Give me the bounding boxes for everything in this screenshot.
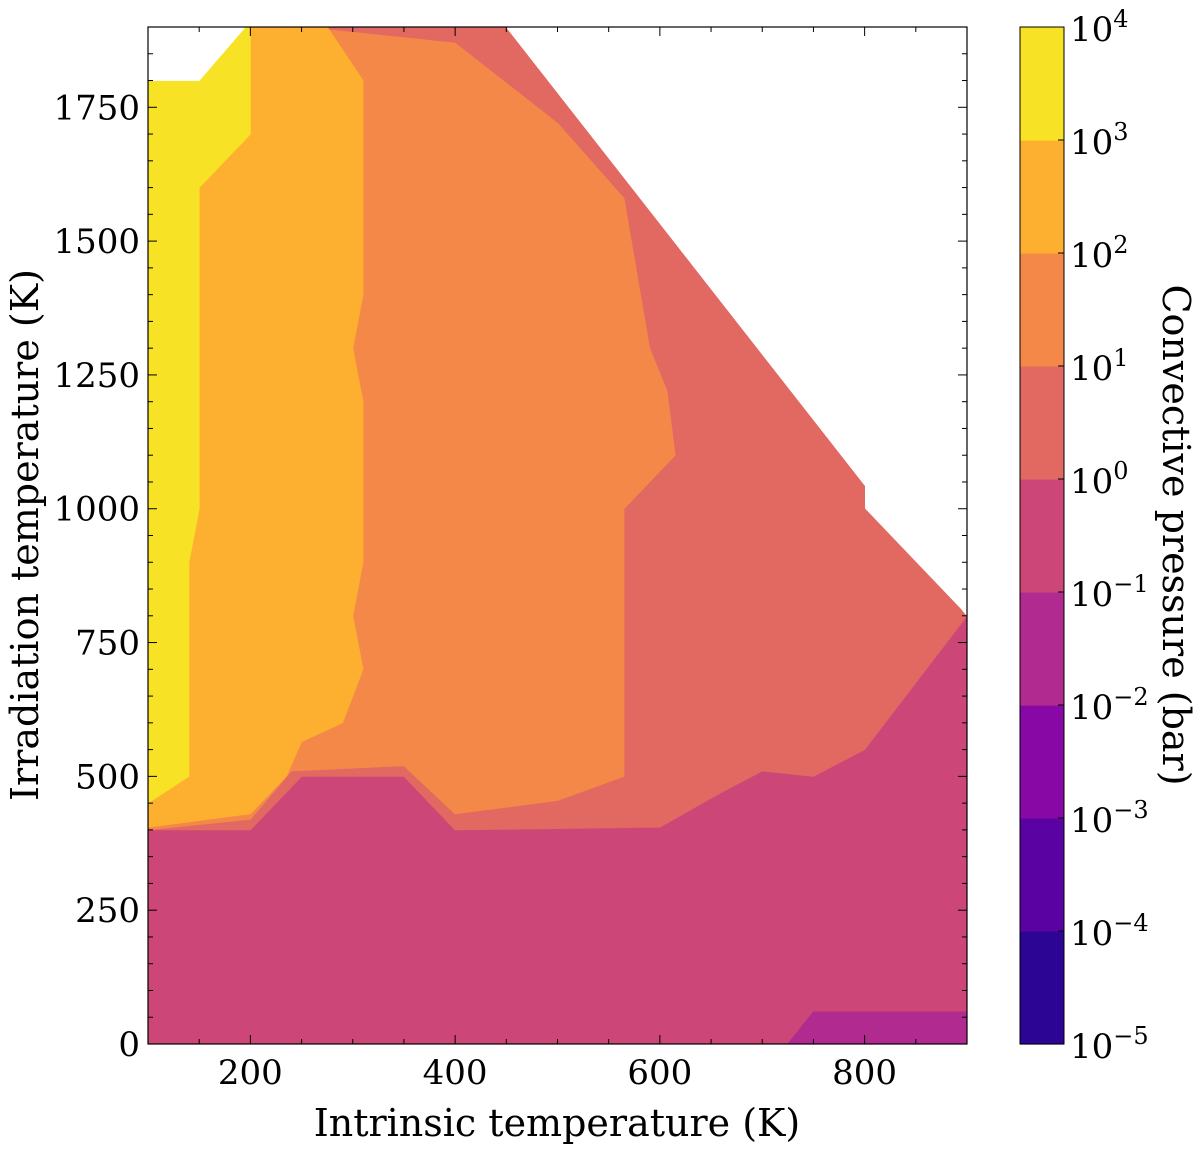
y-tick-label: 500 <box>75 757 140 797</box>
y-tick-label: 0 <box>118 1025 140 1065</box>
x-axis: 200 400 600 800 <box>147 27 968 1093</box>
x-tick-label: 600 <box>627 1053 692 1093</box>
colorbar-tick-label: 10−3 <box>1070 796 1149 841</box>
y-tick-label: 1750 <box>53 88 140 128</box>
y-tick-label: 750 <box>75 624 140 664</box>
x-tick-label: 400 <box>423 1053 488 1093</box>
colorbar-tick-label: 10−5 <box>1070 1022 1149 1067</box>
colorbar-band <box>1020 366 1064 480</box>
y-tick-label: 1500 <box>53 222 140 262</box>
colorbar-label: Convective pressure (bar) <box>1154 284 1198 785</box>
colorbar-band <box>1020 27 1064 141</box>
y-tick-label: 1000 <box>53 490 140 530</box>
colorbar-frame <box>1019 26 1065 1045</box>
contour-region-5 <box>787 1011 967 1044</box>
colorbar-tick-label: 10−1 <box>1070 570 1149 615</box>
colorbar-band <box>1020 140 1064 254</box>
undefined-region-top-right <box>505 27 967 617</box>
colorbar-band <box>1020 592 1064 706</box>
contour-regions <box>148 27 967 1044</box>
colorbar-tick-label: 10−2 <box>1070 683 1149 728</box>
colorbar-tick-label: 10−4 <box>1070 909 1149 954</box>
colorbar: 10−5 10−4 10−3 10−2 10−1 100 101 102 103 104 <box>1019 5 1149 1067</box>
undefined-masks <box>148 27 967 617</box>
y-axis: 0 250 500 750 1000 1250 1500 1750 <box>53 26 967 1065</box>
colorbar-tick-label: 101 <box>1070 344 1129 389</box>
colorbar-tick-label: 102 <box>1070 231 1129 276</box>
colorbar-band <box>1020 705 1064 819</box>
colorbar-band <box>1020 253 1064 367</box>
colorbar-tick-label: 100 <box>1070 457 1129 502</box>
y-tick-label: 250 <box>75 891 140 931</box>
x-tick-label: 200 <box>218 1053 283 1093</box>
colorbar-band <box>1020 479 1064 593</box>
y-tick-label: 1250 <box>53 356 140 396</box>
colorbar-tick-label: 104 <box>1070 5 1129 50</box>
colorbar-band <box>1020 931 1064 1045</box>
contour-region-4 <box>148 27 251 804</box>
x-tick-label: 800 <box>832 1053 897 1093</box>
undefined-region-top-left <box>148 27 246 81</box>
colorbar-band <box>1020 818 1064 932</box>
x-axis-label: Intrinsic temperature (K) <box>314 1101 801 1145</box>
colorbar-tick-label: 103 <box>1070 118 1129 163</box>
contour-region-3 <box>148 27 364 828</box>
y-axis-label: Irradiation temperature (K) <box>3 269 47 801</box>
